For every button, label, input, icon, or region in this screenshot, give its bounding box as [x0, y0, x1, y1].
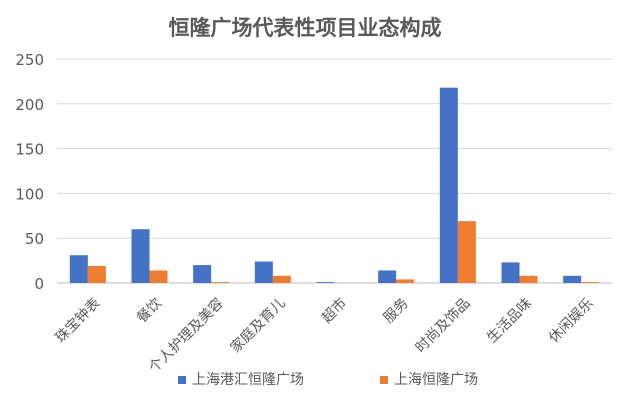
bar-series1 [501, 262, 520, 283]
bar-series1 [254, 261, 273, 283]
bar-series2 [581, 282, 600, 283]
bar-series2 [396, 279, 415, 283]
y-tick-label: 250 [15, 51, 44, 69]
bar-series1 [316, 282, 335, 283]
bars [69, 87, 600, 283]
y-tick-label: 0 [34, 275, 44, 293]
y-tick-label: 200 [15, 96, 44, 114]
bar-series2 [211, 282, 230, 283]
bar-series1 [439, 87, 458, 283]
chart-title: 恒隆广场代表性项目业态构成 [169, 16, 442, 40]
bar-series2 [272, 275, 291, 283]
legend-swatch [380, 376, 388, 384]
y-tick-label: 50 [25, 230, 44, 248]
y-tick-label: 100 [15, 185, 44, 203]
legend: 上海港汇恒隆广场 上海恒隆广场 [178, 372, 478, 388]
legend-label: 上海恒隆广场 [394, 372, 478, 388]
bar-series1 [563, 275, 582, 283]
legend-swatch [178, 376, 186, 384]
y-tick-label: 150 [15, 141, 44, 159]
bar-series1 [378, 270, 397, 283]
bar-series2 [519, 275, 538, 283]
legend-label: 上海港汇恒隆广场 [192, 372, 304, 388]
bar-series2 [149, 270, 168, 283]
bar-series2 [457, 221, 476, 283]
bar-series1 [69, 255, 88, 283]
bar-series1 [193, 265, 212, 283]
bar-series1 [131, 229, 150, 283]
y-axis-ticks: 0 50 100 150 200 250 [15, 51, 44, 293]
bar-series2 [87, 265, 106, 283]
